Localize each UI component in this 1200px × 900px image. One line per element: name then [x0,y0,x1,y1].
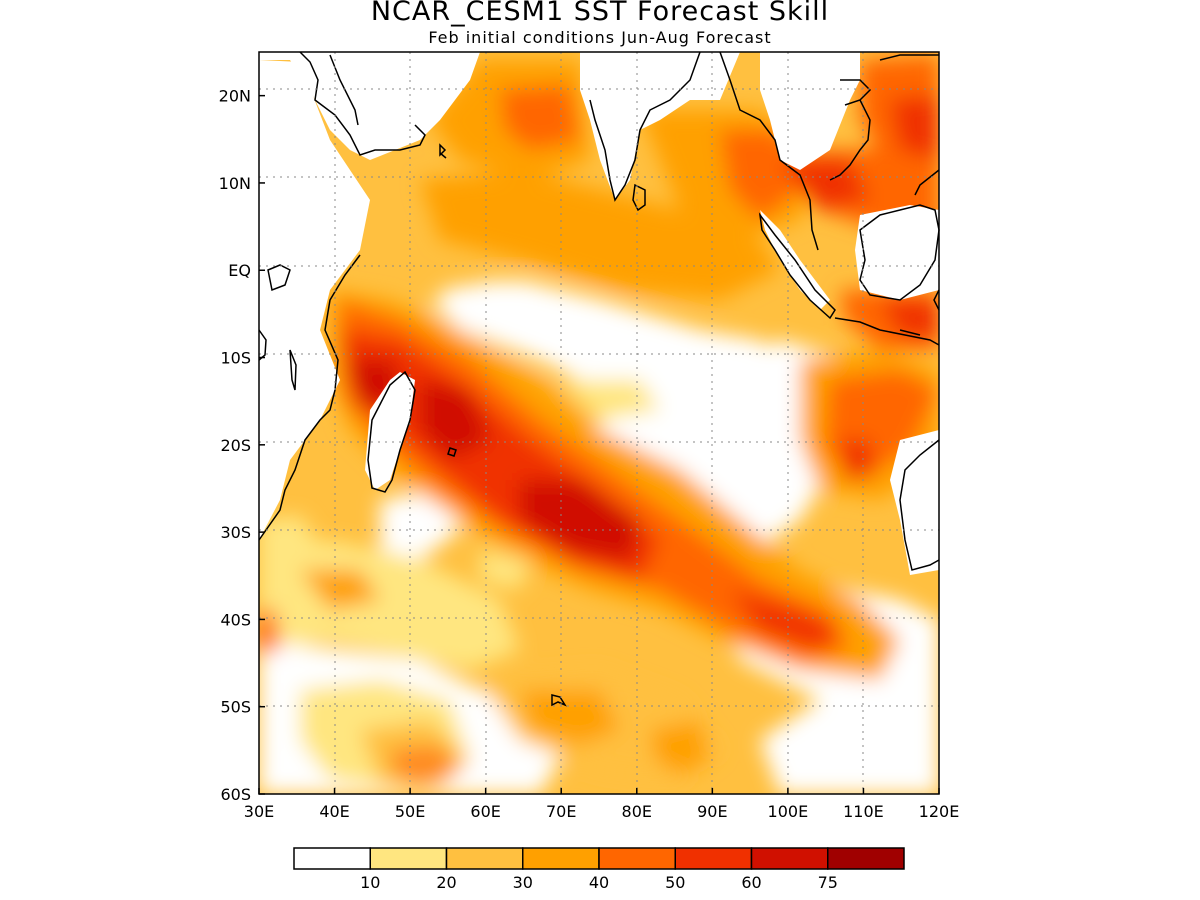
lat-tick-label: 30S [220,523,251,542]
color-bar-label: 30 [513,873,533,892]
color-bar-label: 50 [665,873,685,892]
color-bar-swatch [369,847,448,870]
color-bar-swatch [598,847,676,870]
lon-axis-labels: 30E 40E 50E 60E 70E 80E 90E 100E 110E 120E [244,802,960,821]
color-bar-swatch [827,847,905,870]
color-bar-labels: 10 20 30 40 50 60 75 [360,873,838,892]
color-bar-swatch [445,847,524,870]
lon-tick-label: 50E [395,802,425,821]
lat-tick-label: EQ [228,261,251,280]
lat-tick-label: 10S [220,349,251,368]
lon-tick-label: 110E [843,802,884,821]
map-subtitle: Feb initial conditions Jun-Aug Forecast [428,28,772,47]
lat-tick-label: 40S [220,610,251,629]
lon-tick-label: 30E [244,802,274,821]
color-bar-swatch [750,847,829,870]
color-bar-label: 20 [436,873,456,892]
color-bar-label: 40 [589,873,609,892]
map-title: NCAR_CESM1 SST Forecast Skill [370,0,830,27]
grid [259,52,939,794]
lat-tick-label: 50S [220,698,251,717]
color-bar-swatch [674,847,753,870]
color-bar-label: 60 [741,873,761,892]
coastlines [258,51,940,707]
color-bar-label: 75 [818,873,838,892]
lon-tick-label: 70E [546,802,576,821]
lat-tick-label: 20N [219,87,251,106]
plot-frame [258,51,940,795]
lon-tick-label: 80E [622,802,652,821]
color-bar-label: 10 [360,873,380,892]
color-bar-swatch [522,847,600,870]
lat-tick-label: 10N [219,174,251,193]
lon-tick-label: 100E [768,802,809,821]
lon-tick-label: 90E [697,802,727,821]
color-bar [293,847,905,870]
tick-marks [258,94,940,795]
color-bar-swatch [293,847,371,870]
lat-axis-labels: 20N 10N EQ 10S 20S 30S 40S 50S 60S [219,87,251,804]
lat-tick-label: 20S [220,436,251,455]
lon-tick-label: 120E [919,802,960,821]
lon-tick-label: 60E [470,802,500,821]
lon-tick-label: 40E [319,802,349,821]
sst-skill-field [259,52,939,794]
lat-tick-label: 60S [220,785,251,804]
